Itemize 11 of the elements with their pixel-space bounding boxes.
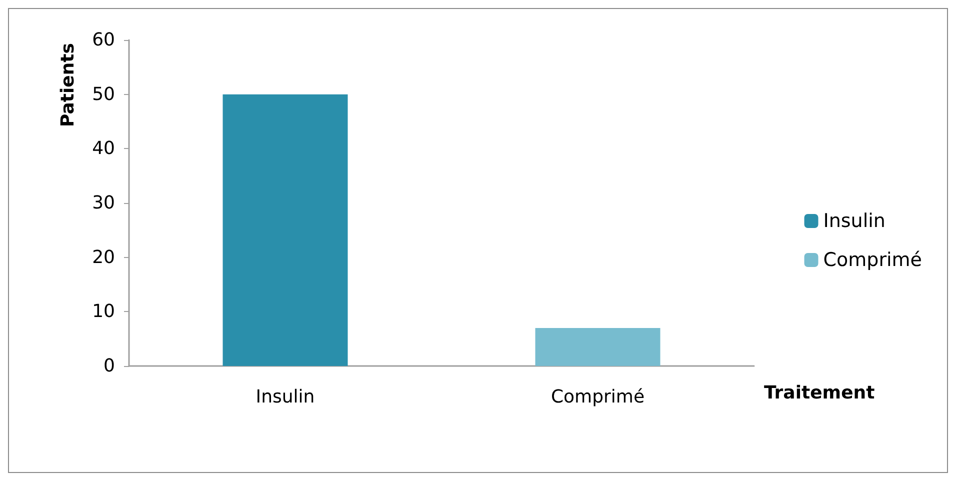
y-tick-label: 20 [92,246,115,268]
x-axis-title: Traitement [764,382,876,404]
y-axis-title: Patients [58,42,78,127]
y-tick-label: 10 [92,301,115,322]
y-tick-label: 60 [92,30,115,50]
y-tick-label: 30 [92,192,115,214]
legend-label: Comprimé [823,249,922,271]
legend-label: Insulin [823,210,886,232]
y-tick-label: 50 [92,84,115,105]
y-tick-label: 40 [92,138,115,160]
y-tick-label: 0 [104,356,115,376]
